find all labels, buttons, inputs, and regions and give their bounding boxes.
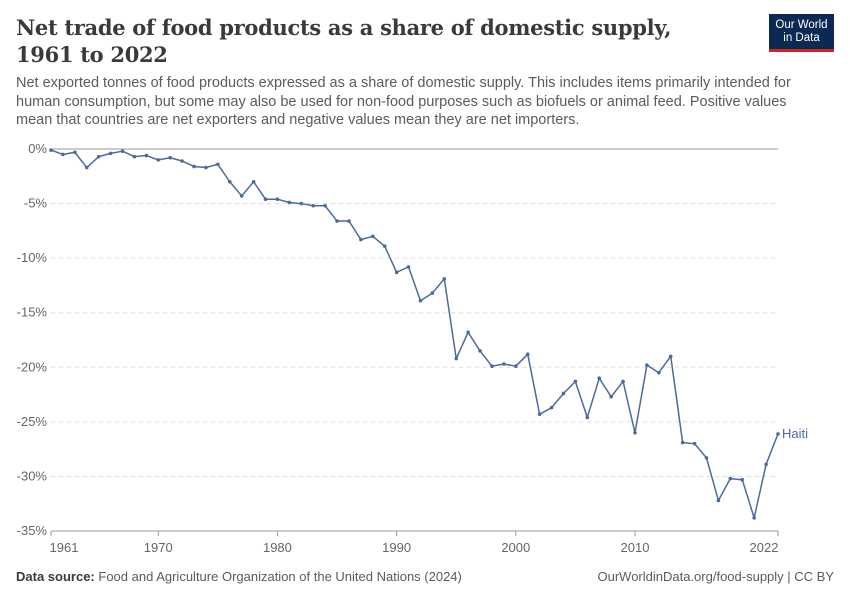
x-tick-label: 2000 — [501, 540, 530, 555]
data-point — [61, 152, 65, 157]
data-point — [704, 456, 709, 460]
chart-subtitle: Net exported tonnes of food products exp… — [16, 75, 791, 128]
data-point — [394, 270, 399, 275]
data-point — [454, 356, 459, 361]
data-point — [561, 391, 566, 396]
data-point — [192, 164, 196, 169]
data-point — [347, 219, 351, 223]
data-point — [323, 203, 327, 208]
data-point — [382, 244, 387, 248]
data-point — [239, 194, 244, 198]
data-point — [490, 364, 494, 368]
data-point — [370, 234, 375, 239]
data-point — [251, 179, 256, 184]
data-point — [49, 148, 53, 152]
logo-accent-bar — [769, 49, 834, 52]
y-tick-label: -20% — [17, 359, 48, 374]
x-tick-label: 2022 — [750, 540, 779, 555]
data-point — [668, 354, 673, 359]
data-point — [442, 277, 447, 281]
data-point — [359, 237, 363, 242]
y-tick-label: -25% — [17, 414, 48, 429]
data-source-label: Data source: — [16, 569, 95, 584]
data-point — [144, 153, 149, 158]
y-tick-label: -35% — [17, 523, 48, 538]
x-tick-label: 1980 — [263, 540, 292, 555]
data-point — [716, 498, 721, 503]
y-tick-label: 0% — [28, 141, 47, 156]
data-point — [549, 405, 554, 410]
data-point — [692, 441, 697, 446]
data-point — [73, 150, 77, 155]
logo-line-2: in Data — [783, 32, 820, 44]
data-point — [525, 352, 530, 356]
data-point — [275, 197, 280, 202]
data-point — [573, 379, 578, 384]
data-point — [430, 291, 435, 295]
data-point — [597, 376, 602, 381]
series-line-haiti — [50, 149, 779, 519]
data-point — [156, 158, 161, 162]
data-point — [84, 165, 89, 170]
data-point — [263, 197, 268, 202]
data-point — [418, 298, 423, 303]
data-point — [204, 165, 208, 170]
data-point — [752, 516, 756, 520]
data-point — [96, 154, 101, 159]
data-point — [502, 362, 506, 366]
data-point — [478, 349, 482, 353]
data-point — [168, 155, 172, 160]
data-point — [132, 154, 137, 159]
data-point — [621, 379, 625, 384]
series-label-haiti: Haiti — [782, 426, 808, 441]
data-point — [728, 476, 733, 481]
data-point — [466, 330, 470, 335]
data-point — [537, 412, 542, 417]
data-point — [609, 394, 613, 399]
data-point — [311, 203, 315, 208]
data-point — [740, 477, 745, 482]
y-tick-label: -5% — [24, 196, 48, 211]
data-point — [406, 265, 411, 269]
data-point — [180, 159, 184, 163]
x-tick-label: 1961 — [50, 540, 79, 555]
data-point — [227, 179, 232, 184]
data-point — [514, 364, 518, 368]
y-tick-label: -30% — [17, 468, 48, 483]
data-point — [633, 430, 637, 435]
data-source-text[interactable]: Food and Agriculture Organization of the… — [98, 569, 462, 584]
data-point — [299, 201, 304, 206]
owid-logo[interactable]: Our World in Data — [769, 14, 834, 52]
x-tick-label: 1990 — [382, 540, 411, 555]
data-point — [335, 219, 339, 223]
data-point — [764, 462, 768, 467]
data-point — [680, 440, 685, 445]
data-point — [216, 162, 220, 167]
x-tick-label: 2010 — [621, 540, 650, 555]
logo-line-1: Our World — [775, 19, 828, 31]
data-point — [287, 200, 292, 205]
data-source: Data source: Food and Agriculture Organi… — [16, 569, 462, 584]
chart-title: Net trade of food products as a share of… — [16, 15, 672, 67]
y-tick-label: -15% — [17, 305, 48, 320]
data-point — [108, 151, 113, 156]
x-tick-label: 1970 — [144, 540, 173, 555]
data-point — [657, 370, 661, 375]
data-point — [585, 415, 590, 420]
data-point — [776, 432, 780, 436]
data-point — [120, 149, 125, 153]
y-tick-label: -10% — [17, 250, 48, 265]
data-point — [645, 363, 649, 367]
footer-url-license[interactable]: OurWorldinData.org/food-supply | CC BY — [597, 569, 834, 584]
